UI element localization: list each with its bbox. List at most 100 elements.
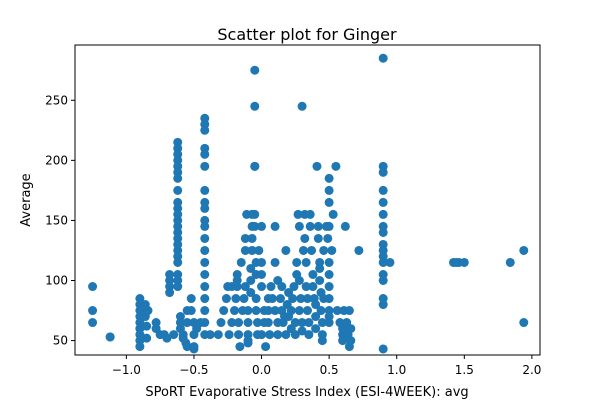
data-point (224, 330, 234, 340)
data-point (332, 306, 342, 316)
data-point (316, 306, 326, 316)
data-point (294, 306, 304, 316)
data-point (344, 306, 354, 316)
data-point (88, 282, 98, 292)
data-point (315, 263, 325, 273)
data-point (247, 233, 257, 243)
data-point (304, 330, 314, 340)
data-point (328, 209, 338, 219)
data-point (270, 257, 280, 267)
data-point (240, 282, 250, 292)
data-point (378, 185, 388, 195)
data-point (297, 318, 307, 328)
data-point (186, 306, 196, 316)
y-tick-label: 250 (45, 93, 68, 107)
data-point (189, 344, 199, 354)
data-point (275, 294, 285, 304)
data-point (378, 209, 388, 219)
data-point (257, 282, 267, 292)
data-point (270, 306, 280, 316)
data-point (319, 245, 329, 255)
y-axis-label: Average (19, 173, 34, 226)
data-point (205, 330, 215, 340)
data-point (173, 173, 183, 183)
data-point (142, 321, 152, 331)
data-point (292, 257, 302, 267)
data-point (286, 306, 296, 316)
data-point (182, 318, 192, 328)
data-point (327, 245, 337, 255)
data-point (378, 344, 388, 354)
data-point (200, 306, 210, 316)
data-point (235, 342, 245, 352)
data-point (290, 330, 300, 340)
data-point (240, 233, 250, 243)
data-point (346, 336, 356, 346)
data-point (243, 318, 253, 328)
data-point (354, 245, 364, 255)
data-point (243, 306, 253, 316)
data-point (378, 227, 388, 237)
data-point (200, 149, 210, 159)
data-point (303, 294, 312, 304)
data-point (251, 306, 261, 316)
plot-frame (74, 44, 541, 356)
data-point (281, 330, 291, 340)
data-point (200, 185, 210, 195)
data-point (303, 306, 312, 316)
data-point (243, 338, 253, 348)
data-point (246, 263, 256, 273)
data-point (317, 318, 327, 328)
data-point (263, 318, 273, 328)
data-point (338, 336, 348, 346)
data-point (378, 197, 388, 207)
data-point (281, 245, 291, 255)
data-point (315, 276, 325, 285)
data-point (200, 245, 210, 255)
data-point (200, 221, 210, 231)
data-point (250, 65, 260, 75)
data-point (186, 294, 196, 304)
chart-title: Scatter plot for Ginger (217, 25, 397, 44)
data-point (301, 282, 311, 292)
y-tick-label: 100 (45, 274, 68, 288)
data-point (300, 233, 310, 243)
data-point (200, 257, 210, 267)
data-point (323, 233, 333, 243)
data-point (378, 276, 388, 285)
data-point (88, 306, 98, 316)
data-point (200, 282, 210, 292)
data-point (251, 294, 261, 304)
data-point (143, 306, 153, 316)
data-point (378, 300, 388, 310)
data-point (296, 294, 306, 304)
data-point (378, 53, 388, 63)
data-point (289, 282, 299, 292)
y-tick-label: 150 (45, 213, 68, 227)
data-point (324, 270, 334, 279)
data-point (505, 257, 515, 267)
y-axis: 50 100 150 200 250 (45, 93, 75, 348)
data-point (290, 318, 300, 328)
x-tick-label: 1.0 (387, 363, 406, 377)
data-point (257, 330, 267, 340)
data-point (277, 282, 287, 292)
data-point (311, 324, 321, 334)
x-tick-label: 0.5 (320, 363, 339, 377)
y-tick-label: 50 (53, 334, 68, 348)
data-point (331, 161, 341, 171)
data-point (257, 221, 267, 231)
data-point (324, 173, 334, 183)
data-point (231, 294, 241, 304)
data-point (294, 221, 304, 231)
data-point (234, 318, 244, 328)
data-point (169, 330, 179, 340)
data-point (378, 257, 388, 267)
data-point (162, 333, 172, 343)
y-tick-label: 200 (45, 153, 68, 167)
data-point (250, 209, 260, 219)
data-point (88, 318, 98, 328)
data-point (230, 306, 240, 316)
data-point (250, 221, 260, 231)
